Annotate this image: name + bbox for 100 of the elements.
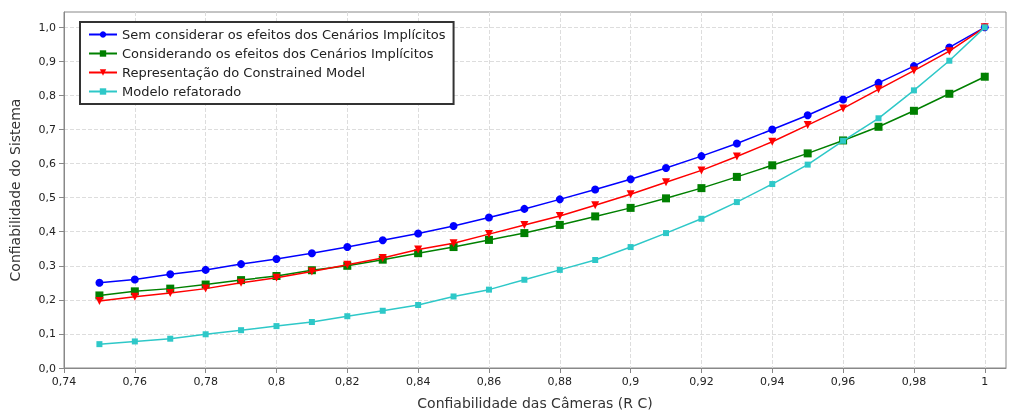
point bbox=[484, 230, 493, 239]
point bbox=[874, 85, 883, 94]
x-tick-label: 0,86 bbox=[476, 375, 502, 388]
x-tick-label: 0,74 bbox=[51, 375, 77, 388]
y-tick-label: 0,5 bbox=[38, 191, 56, 205]
x-tick-label: 0,92 bbox=[689, 375, 714, 388]
point bbox=[875, 115, 882, 122]
point bbox=[626, 203, 635, 212]
point bbox=[591, 185, 600, 194]
point bbox=[803, 121, 812, 130]
point bbox=[697, 166, 706, 175]
x-tick-label: 0,9 bbox=[621, 375, 640, 388]
point bbox=[768, 161, 777, 170]
point bbox=[272, 254, 281, 263]
y-axis-title: Confiabilidade do Sistema bbox=[7, 98, 23, 282]
point bbox=[308, 319, 315, 326]
point bbox=[344, 313, 351, 320]
y-tick-label: 0,4 bbox=[38, 225, 56, 239]
point bbox=[803, 149, 812, 158]
point bbox=[96, 341, 103, 348]
point bbox=[874, 122, 883, 131]
point bbox=[980, 72, 989, 81]
x-tick-label: 0,8 bbox=[267, 375, 286, 388]
point bbox=[591, 212, 600, 221]
x-tick-label: 1 bbox=[981, 375, 989, 388]
legend-label: Representação do Constrained Model bbox=[122, 65, 366, 80]
x-tick-label: 0,82 bbox=[335, 375, 360, 388]
point bbox=[626, 175, 635, 184]
y-tick-label: 0,7 bbox=[38, 123, 56, 137]
point bbox=[307, 249, 316, 258]
point bbox=[520, 220, 529, 229]
point bbox=[626, 190, 635, 199]
point bbox=[415, 301, 422, 308]
point bbox=[95, 296, 104, 305]
y-tick-label: 0,6 bbox=[38, 157, 56, 171]
point bbox=[449, 221, 458, 230]
point bbox=[237, 260, 246, 269]
point bbox=[166, 289, 175, 298]
y-tick-label: 0,9 bbox=[38, 54, 56, 68]
x-tick-label: 0,94 bbox=[760, 375, 785, 388]
point bbox=[555, 195, 564, 204]
point bbox=[520, 204, 529, 213]
point bbox=[521, 276, 528, 283]
point bbox=[662, 164, 671, 173]
point bbox=[343, 243, 352, 252]
point bbox=[592, 257, 599, 264]
point bbox=[946, 57, 953, 64]
y-tick-label: 1,0 bbox=[38, 20, 56, 34]
point bbox=[414, 229, 423, 238]
point bbox=[697, 152, 706, 161]
point bbox=[662, 194, 671, 203]
x-tick-label: 0,88 bbox=[547, 375, 573, 388]
point bbox=[698, 215, 705, 222]
point bbox=[414, 245, 423, 254]
point bbox=[556, 266, 563, 273]
point bbox=[201, 265, 210, 274]
point bbox=[733, 199, 740, 206]
point bbox=[732, 172, 741, 181]
point bbox=[378, 236, 387, 245]
point bbox=[555, 220, 564, 229]
point bbox=[662, 178, 671, 187]
point bbox=[591, 201, 600, 210]
point bbox=[697, 184, 706, 193]
point bbox=[839, 104, 848, 113]
x-tick-label: 0,78 bbox=[193, 375, 218, 388]
point bbox=[202, 331, 209, 338]
point bbox=[130, 275, 139, 284]
point bbox=[627, 244, 634, 251]
legend-label: Considerando os efeitos dos Cenários Implícitos bbox=[122, 46, 434, 61]
point bbox=[803, 111, 812, 120]
point bbox=[520, 229, 529, 238]
y-tick-label: 0,0 bbox=[38, 361, 56, 375]
point bbox=[379, 307, 386, 314]
point bbox=[839, 95, 848, 104]
point bbox=[450, 293, 457, 300]
point bbox=[945, 89, 954, 98]
point bbox=[131, 338, 138, 345]
legend-label: Modelo refatorado bbox=[122, 84, 242, 99]
point bbox=[555, 212, 564, 221]
point bbox=[95, 278, 104, 287]
point bbox=[485, 286, 492, 293]
point bbox=[484, 213, 493, 222]
x-tick-label: 0,98 bbox=[901, 375, 927, 388]
point bbox=[238, 327, 245, 334]
point bbox=[768, 125, 777, 134]
point bbox=[910, 87, 917, 94]
point bbox=[732, 152, 741, 161]
y-tick-label: 0,8 bbox=[38, 88, 56, 102]
point bbox=[484, 235, 493, 244]
point bbox=[273, 323, 280, 330]
point bbox=[732, 139, 741, 148]
x-tick-label: 0,76 bbox=[122, 375, 148, 388]
legend-label: Sem considerar os efeitos dos Cenários Implícitos bbox=[122, 27, 446, 42]
y-tick-label: 0,1 bbox=[38, 327, 56, 341]
y-tick-label: 0,3 bbox=[38, 259, 56, 273]
point bbox=[167, 335, 174, 342]
point bbox=[663, 230, 670, 237]
point bbox=[166, 270, 175, 279]
point bbox=[769, 181, 776, 188]
point bbox=[909, 106, 918, 115]
